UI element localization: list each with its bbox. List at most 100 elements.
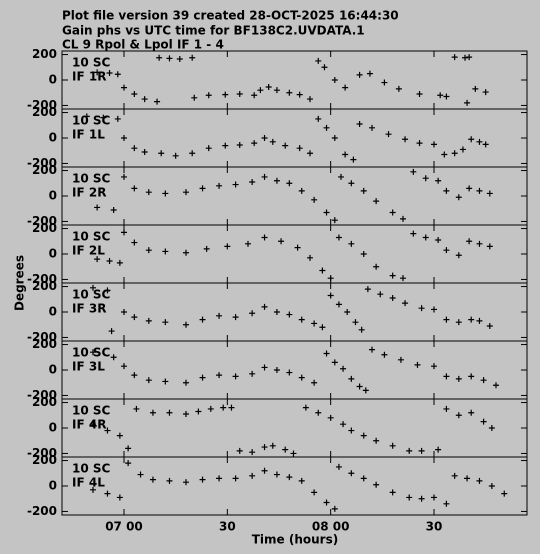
data-point — [261, 303, 268, 310]
data-point — [402, 300, 409, 307]
data-point — [121, 363, 127, 370]
data-point — [369, 124, 375, 131]
data-point — [362, 387, 369, 394]
data-point — [166, 477, 173, 484]
data-point — [294, 244, 301, 251]
data-point — [251, 140, 258, 147]
data-point — [486, 190, 493, 197]
data-point — [431, 306, 437, 313]
data-point — [269, 442, 276, 449]
data-point — [443, 500, 450, 507]
data-point — [397, 356, 404, 363]
data-point — [156, 54, 163, 61]
data-point — [323, 209, 330, 216]
data-point — [335, 463, 342, 470]
y-tick-label: 0 — [49, 479, 57, 493]
data-point — [338, 173, 344, 180]
data-point — [406, 494, 413, 501]
data-point — [414, 361, 421, 368]
data-point — [141, 148, 148, 155]
data-point — [348, 427, 355, 434]
data-point — [307, 150, 313, 157]
data-point — [232, 314, 239, 321]
data-point — [249, 449, 256, 456]
y-tick-label: -200 — [27, 156, 57, 170]
data-point — [335, 234, 342, 241]
data-point — [162, 378, 169, 385]
data-point — [121, 229, 127, 236]
data-point — [321, 64, 328, 71]
data-point — [149, 476, 156, 483]
y-tick-label: -200 — [27, 388, 57, 402]
x-tick-label: 08 00 — [312, 520, 350, 534]
data-point — [94, 204, 101, 211]
data-point — [443, 247, 450, 254]
data-point — [381, 351, 388, 358]
data-point — [385, 131, 392, 138]
data-point — [282, 446, 289, 453]
data-point — [199, 185, 206, 192]
data-point — [236, 141, 243, 148]
data-point — [273, 367, 280, 373]
y-tick-label: 200 — [32, 453, 57, 467]
y-tick-label: 0 — [49, 305, 57, 319]
data-point — [273, 471, 280, 478]
data-point — [131, 90, 138, 97]
y-tick-label: 200 — [32, 337, 57, 351]
data-point — [162, 319, 169, 326]
data-point — [348, 470, 355, 477]
panel-label: IF 3R — [72, 302, 106, 316]
data-point — [443, 187, 450, 194]
data-point — [141, 96, 148, 103]
data-point — [315, 57, 322, 64]
data-point — [360, 251, 367, 257]
data-point — [356, 383, 363, 390]
data-point — [106, 257, 113, 264]
data-point — [418, 305, 425, 312]
data-point — [364, 286, 371, 293]
x-tick-label: 07 00 — [105, 520, 143, 534]
data-point — [298, 477, 305, 484]
data-point — [466, 54, 473, 61]
data-point — [443, 373, 450, 380]
data-point — [162, 190, 169, 197]
data-point — [302, 404, 309, 411]
y-tick-label: 200 — [32, 395, 57, 409]
data-point — [501, 490, 508, 497]
data-point — [422, 175, 429, 182]
panel-label: IF 4R — [72, 418, 106, 432]
data-point — [166, 409, 173, 416]
data-point — [261, 364, 268, 371]
data-point — [222, 142, 229, 149]
data-point — [137, 471, 144, 478]
panel-annotation: 10 SC — [72, 288, 111, 302]
data-point — [104, 427, 111, 434]
data-point — [183, 189, 189, 196]
data-point — [389, 442, 396, 449]
data-point — [311, 379, 318, 386]
data-point — [348, 375, 355, 382]
data-point — [199, 476, 206, 483]
data-point — [340, 421, 347, 428]
data-point — [286, 369, 293, 376]
data-point — [205, 92, 212, 99]
data-point — [94, 256, 101, 263]
data-point — [133, 405, 140, 412]
data-point — [323, 499, 330, 506]
data-point — [232, 181, 239, 188]
data-point — [199, 316, 206, 323]
data-point — [431, 363, 437, 370]
panel-label: IF 1L — [72, 128, 105, 142]
panel-label: IF 3L — [72, 360, 105, 374]
data-point — [455, 412, 462, 419]
data-point — [352, 319, 359, 326]
data-point — [342, 151, 349, 158]
data-point — [342, 84, 349, 91]
data-point — [121, 309, 127, 315]
panel-annotation: 10 SC — [72, 172, 111, 186]
data-point — [154, 98, 161, 105]
data-point — [162, 248, 169, 255]
data-point — [482, 141, 489, 148]
panel-label: IF 1R — [72, 70, 106, 84]
